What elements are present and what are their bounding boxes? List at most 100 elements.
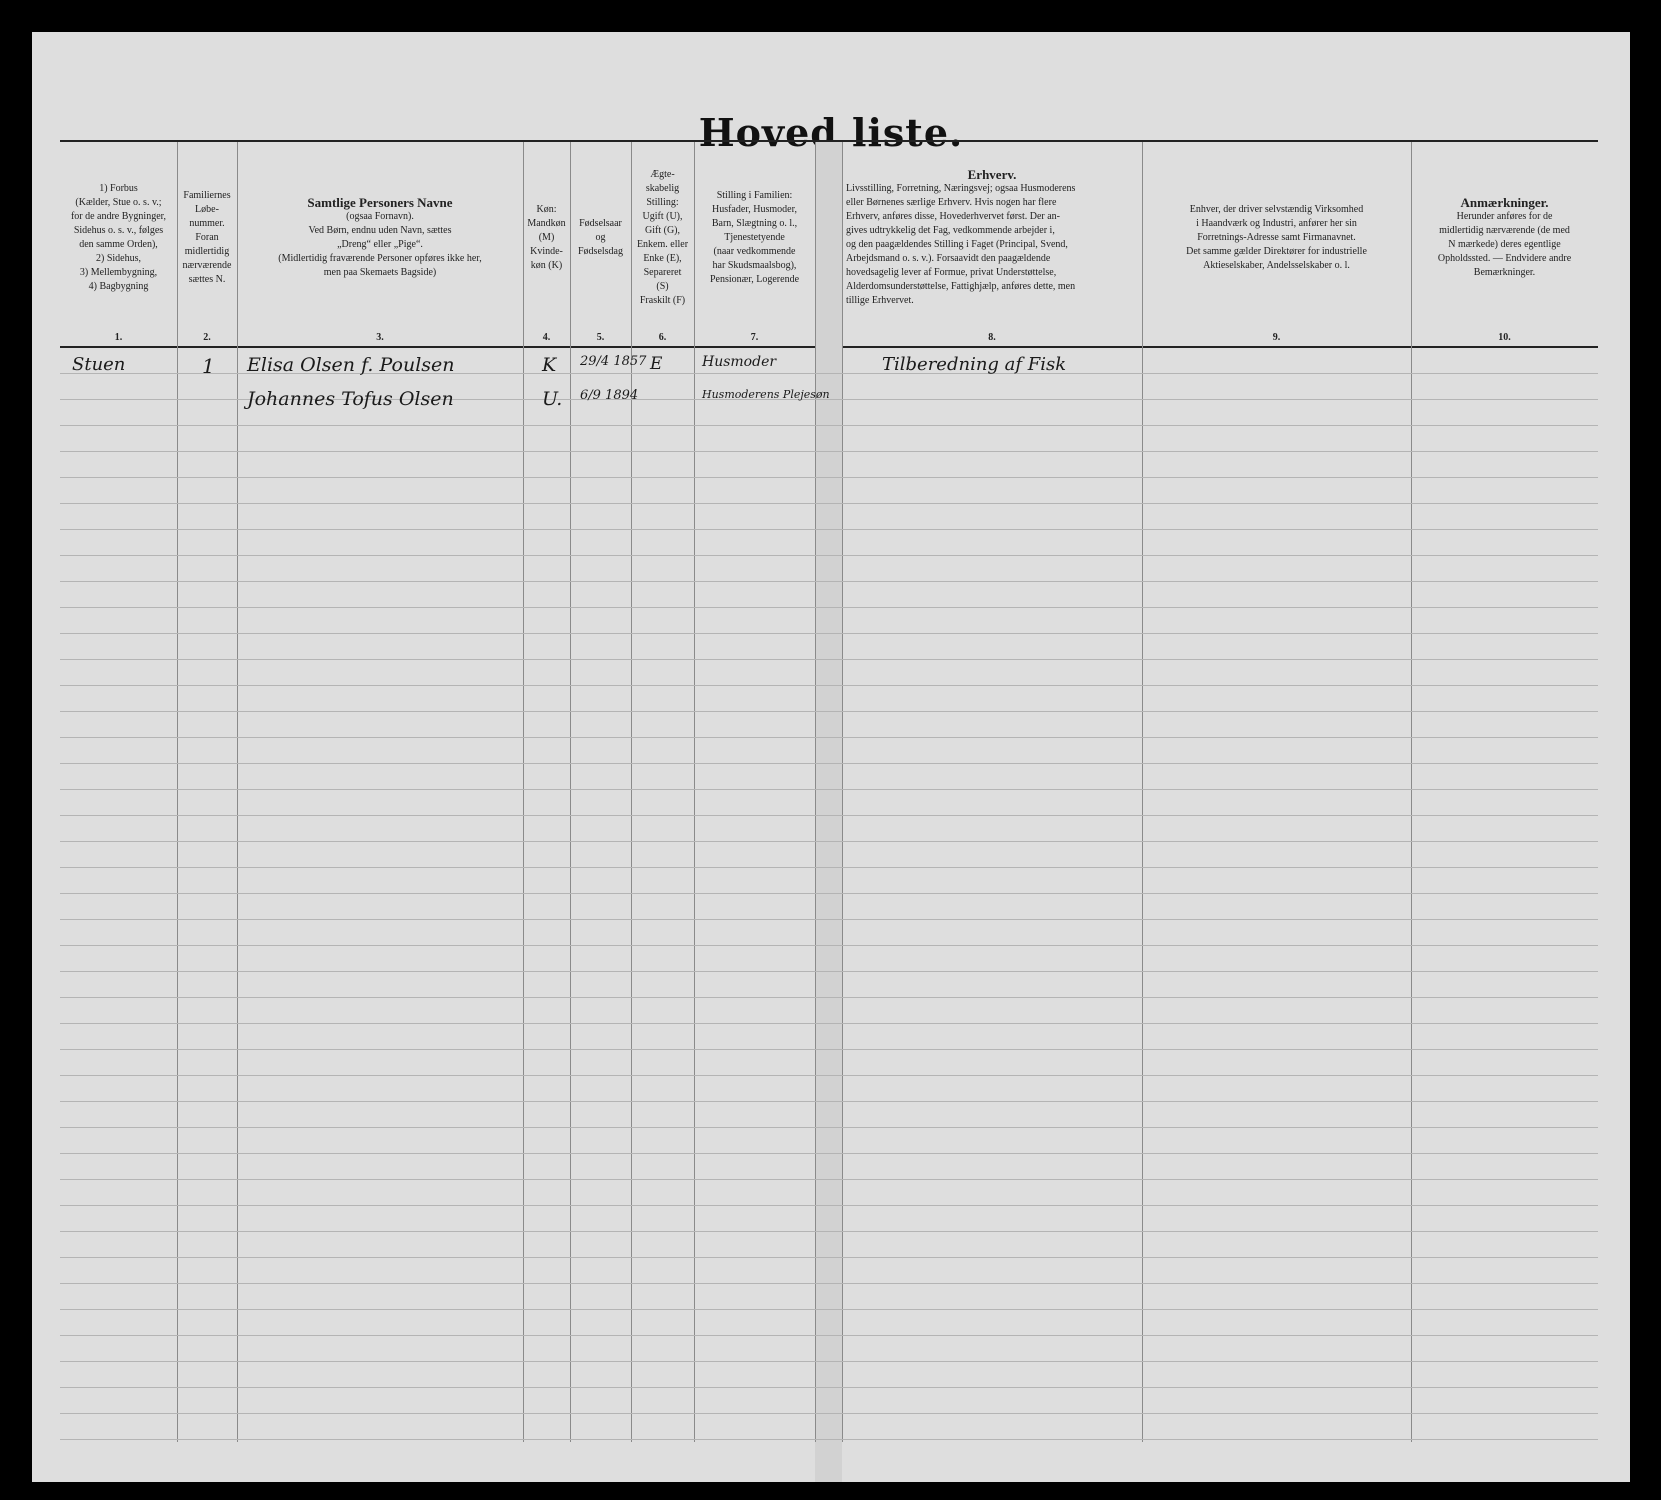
- column-rule: [523, 142, 524, 1442]
- header-line: 3) Mellembygning,: [79, 266, 158, 278]
- column-rule: [631, 142, 632, 1442]
- header-line: (Midlertidig fraværende Personer opføres…: [278, 252, 482, 264]
- header-line: køn (K): [530, 259, 563, 271]
- page-fold-gutter: [815, 142, 842, 1482]
- header-line: Gift (G),: [645, 224, 680, 236]
- entry-sex: U.: [542, 388, 563, 410]
- column-number: 5.: [596, 332, 605, 343]
- row-rule: [60, 399, 1598, 400]
- header-line: Det samme gælder Direktører for industri…: [1186, 245, 1367, 257]
- row-rule: [60, 1101, 1598, 1102]
- row-rule: [60, 1049, 1598, 1050]
- header-line: midlertidig nærværende (de med: [1439, 224, 1570, 236]
- row-rule: [60, 1439, 1598, 1440]
- header-line: har Skudsmaalsbog),: [712, 259, 797, 271]
- header-line: 4) Bagbygning: [88, 280, 149, 292]
- column-rule: [237, 142, 238, 1442]
- header-line: (S): [656, 280, 669, 292]
- row-rule: [60, 763, 1598, 764]
- column-rule: [815, 142, 816, 1442]
- header-line: skabelig: [645, 182, 680, 194]
- header-line: Ved Børn, endnu uden Navn, sættes: [308, 224, 452, 236]
- header-line: Anmærkninger.: [1460, 194, 1549, 210]
- row-rule: [60, 633, 1598, 634]
- header-line: N mærkede) deres egentlige: [1448, 238, 1561, 250]
- row-rule: [60, 1335, 1598, 1336]
- column-rule: [177, 142, 178, 1442]
- row-rule: [60, 477, 1598, 478]
- header-line: Køn:: [536, 203, 557, 215]
- header-line: Separeret: [643, 266, 682, 278]
- header-line: hovedsagelig lever af Formue, privat Und…: [846, 266, 1057, 278]
- header-line: Erhverv.: [967, 166, 1017, 182]
- header-line: midlertidig: [184, 245, 230, 257]
- row-rule: [60, 1387, 1598, 1388]
- row-rule: [60, 945, 1598, 946]
- column-header-8: Erhverv. Livsstilling, Forretning, Næring…: [842, 150, 1142, 325]
- row-rule: [60, 789, 1598, 790]
- header-line: gives udtrykkelig det Fag, vedkommende a…: [846, 224, 1055, 236]
- column-number: 4.: [542, 332, 551, 343]
- row-rule: [60, 971, 1598, 972]
- header-line: Opholdssted. — Endvidere andre: [1437, 252, 1572, 264]
- row-rule: [60, 373, 1598, 374]
- row-rule: [60, 1075, 1598, 1076]
- column-header-9: Enhver, der driver selvstændig Virksomhe…: [1142, 150, 1411, 325]
- entry-marital: E: [650, 354, 663, 374]
- header-line: Pensionær, Logerende: [709, 273, 800, 285]
- column-header-7: Stilling i Familien: Husfader, Husmoder, B…: [694, 150, 815, 325]
- header-line: Enhver, der driver selvstændig Virksomhe…: [1189, 203, 1364, 215]
- row-rule: [60, 867, 1598, 868]
- row-rule: [60, 1231, 1598, 1232]
- header-line: (M): [538, 231, 555, 243]
- header-line: Fraskilt (F): [639, 294, 686, 306]
- header-line: Barn, Slægtning o. l.,: [711, 217, 798, 229]
- column-header-5: Fødselsaar og Fødselsdag: [570, 150, 631, 325]
- row-rule: [60, 1153, 1598, 1154]
- row-rule: [60, 607, 1598, 608]
- header-line: Erhverv, anføres disse, Hovederhvervet f…: [846, 210, 1060, 222]
- column-rule: [570, 142, 571, 1442]
- row-rule: [60, 555, 1598, 556]
- column-rule: [1411, 142, 1412, 1442]
- header-line: Mandkøn: [527, 217, 566, 229]
- row-rule: [60, 1023, 1598, 1024]
- header-line: og: [595, 231, 606, 243]
- header-line: Herunder anføres for de: [1456, 210, 1553, 222]
- column-number: 6.: [658, 332, 667, 343]
- row-rule: [60, 529, 1598, 530]
- header-line: Stilling:: [646, 196, 679, 208]
- header-line: Sidehus o. s. v., følges: [73, 224, 164, 236]
- row-rule: [60, 711, 1598, 712]
- header-line: og den paagældendes Stilling i Faget (Pr…: [846, 238, 1068, 250]
- header-line: Ugift (U),: [642, 210, 683, 222]
- header-line: (Kælder, Stue o. s. v.;: [75, 196, 162, 208]
- column-header-4: Køn: Mandkøn (M) Kvinde-køn (K): [523, 150, 570, 325]
- row-rule: [60, 919, 1598, 920]
- row-rule: [60, 581, 1598, 582]
- header-line: Husfader, Husmoder,: [711, 203, 797, 215]
- header-line: 2) Sidehus,: [96, 252, 141, 264]
- row-rule: [60, 451, 1598, 452]
- column-rule: [1142, 142, 1143, 1442]
- row-rule: [60, 737, 1598, 738]
- row-rule: [60, 425, 1598, 426]
- header-line: (ogsaa Fornavn).: [346, 210, 414, 222]
- entry-family-role: Husmoder: [702, 354, 777, 370]
- column-number: 3.: [376, 332, 384, 343]
- entry-occupation: Tilberedning af Fisk: [882, 354, 1067, 375]
- column-header-6: Ægte-skabelig Stilling: Ugift (U), Gift (G)…: [631, 150, 694, 325]
- column-header-10: Anmærkninger. Herunder anføres for de midl…: [1411, 150, 1598, 325]
- header-line: men paa Skemaets Bagside): [323, 266, 437, 278]
- header-line: nærværende: [182, 259, 232, 271]
- header-line: Bemærkninger.: [1473, 266, 1536, 278]
- column-number: 2.: [203, 332, 211, 343]
- row-rule: [60, 685, 1598, 686]
- entry-name: Elisa Olsen f. Poulsen: [247, 354, 455, 376]
- header-line: Løbe-: [195, 203, 219, 215]
- header-line: Forretnings-Adresse samt Firmanavnet.: [1197, 231, 1356, 243]
- header-line: sættes N.: [188, 273, 226, 285]
- column-number: 10.: [1498, 332, 1511, 343]
- entry-floor: Stuen: [72, 354, 126, 375]
- row-rule: [60, 1127, 1598, 1128]
